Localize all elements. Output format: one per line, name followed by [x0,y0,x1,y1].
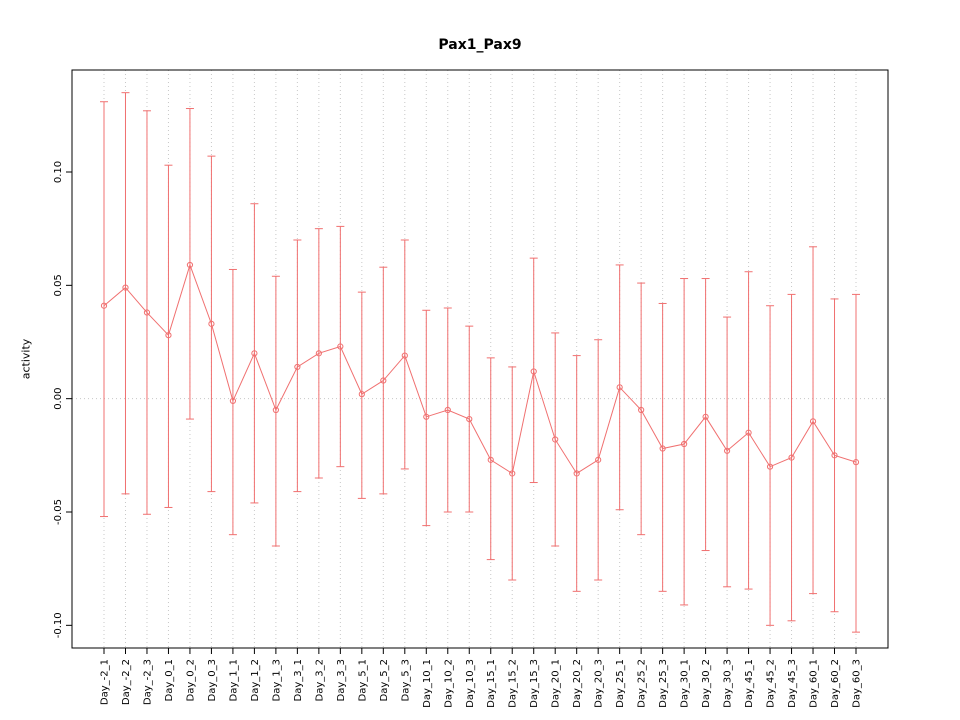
data-point [530,368,537,375]
data-point [229,397,237,405]
data-point [186,261,194,269]
data-point [509,470,516,477]
data-point [766,463,774,470]
data-point [745,429,752,436]
data-point [616,384,623,391]
x-axis: Day_-2_1 Day_-2_2 Day_-2_3 Day_0_1 Day_0_2 Da… [100,648,863,708]
y-tick-label: 0.00 [53,388,64,410]
gridlines [72,70,888,648]
data-point [122,284,129,291]
data-point [294,363,301,371]
data-point [702,413,709,420]
x-tick-label: Day_3_1 [293,659,304,701]
data-points [100,261,860,477]
data-point [423,413,430,420]
data-point [165,332,172,339]
x-tick-label: Day_15_3 [529,659,540,708]
data-point [852,459,860,466]
data-point [315,350,322,357]
x-tick-label: Day_20_3 [594,659,605,708]
data-point [358,391,365,398]
x-tick-label: Day_1_2 [250,659,261,701]
x-tick-label: Day_20_2 [572,659,583,708]
x-tick-label: Day_5_1 [357,659,368,701]
data-point [444,406,451,414]
x-tick-label: Day_1_3 [271,659,282,701]
x-tick-label: Day_25_2 [637,659,648,708]
x-tick-label: Day_-2_3 [142,659,153,705]
data-point [552,436,559,443]
data-point [487,456,494,463]
x-tick-label: Day_-2_1 [100,659,111,705]
x-tick-label: Day_25_1 [615,659,626,708]
x-tick-label: Day_1_1 [228,659,239,701]
y-tick-label: -0.05 [53,499,64,525]
x-tick-label: Day_25_3 [658,659,669,708]
data-point [595,456,602,463]
data-point [337,343,344,350]
x-tick-label: Day_15_2 [508,659,519,708]
data-point [401,352,408,359]
x-tick-label: Day_10_3 [465,659,476,708]
data-point [809,418,817,425]
x-tick-label: Day_60_1 [809,659,820,708]
y-tick-label: -0.10 [53,612,64,638]
x-tick-label: Day_5_2 [379,659,390,701]
plot-box [71,69,889,649]
data-point [831,452,838,459]
x-tick-label: Day_0_2 [185,659,196,701]
y-tick-label: 0.10 [53,161,64,183]
series-line [103,263,857,475]
x-tick-label: Day_0_1 [164,659,175,701]
y-axis: -0.10 -0.05 0.00 0.05 0.10 [53,161,72,638]
data-point [788,454,795,461]
x-tick-label: Day_45_1 [744,659,755,708]
x-tick-label: Day_45_3 [787,659,798,708]
chart-title: Pax1_Pax9 [438,37,522,53]
data-point [272,406,279,414]
y-tick-label: 0.05 [53,274,64,296]
x-tick-label: Day_10_2 [443,659,454,708]
x-tick-label: Day_-2_2 [121,659,132,705]
error-bars [100,92,860,633]
data-point [723,447,731,454]
data-point [208,320,215,327]
x-tick-label: Day_5_3 [400,659,411,701]
x-tick-label: Day_3_3 [336,659,347,701]
x-tick-label: Day_60_2 [830,659,841,708]
x-tick-label: Day_3_2 [314,659,325,701]
data-point [143,309,151,316]
x-tick-label: Day_30_1 [680,659,691,708]
x-tick-label: Day_60_3 [852,659,863,708]
data-point [466,415,473,423]
x-tick-label: Day_0_3 [207,659,218,701]
data-point [681,440,688,448]
data-point [100,302,108,309]
data-point [380,377,387,384]
x-tick-label: Day_15_1 [486,659,497,708]
data-point [573,470,580,477]
x-tick-label: Day_30_2 [701,659,712,708]
data-point [638,406,645,414]
data-point [251,350,258,357]
x-tick-label: Day_10_1 [422,659,433,708]
x-tick-label: Day_30_3 [723,659,734,708]
x-tick-label: Day_45_2 [766,659,777,708]
data-point [659,445,666,452]
x-tick-label: Day_20_1 [551,659,562,708]
